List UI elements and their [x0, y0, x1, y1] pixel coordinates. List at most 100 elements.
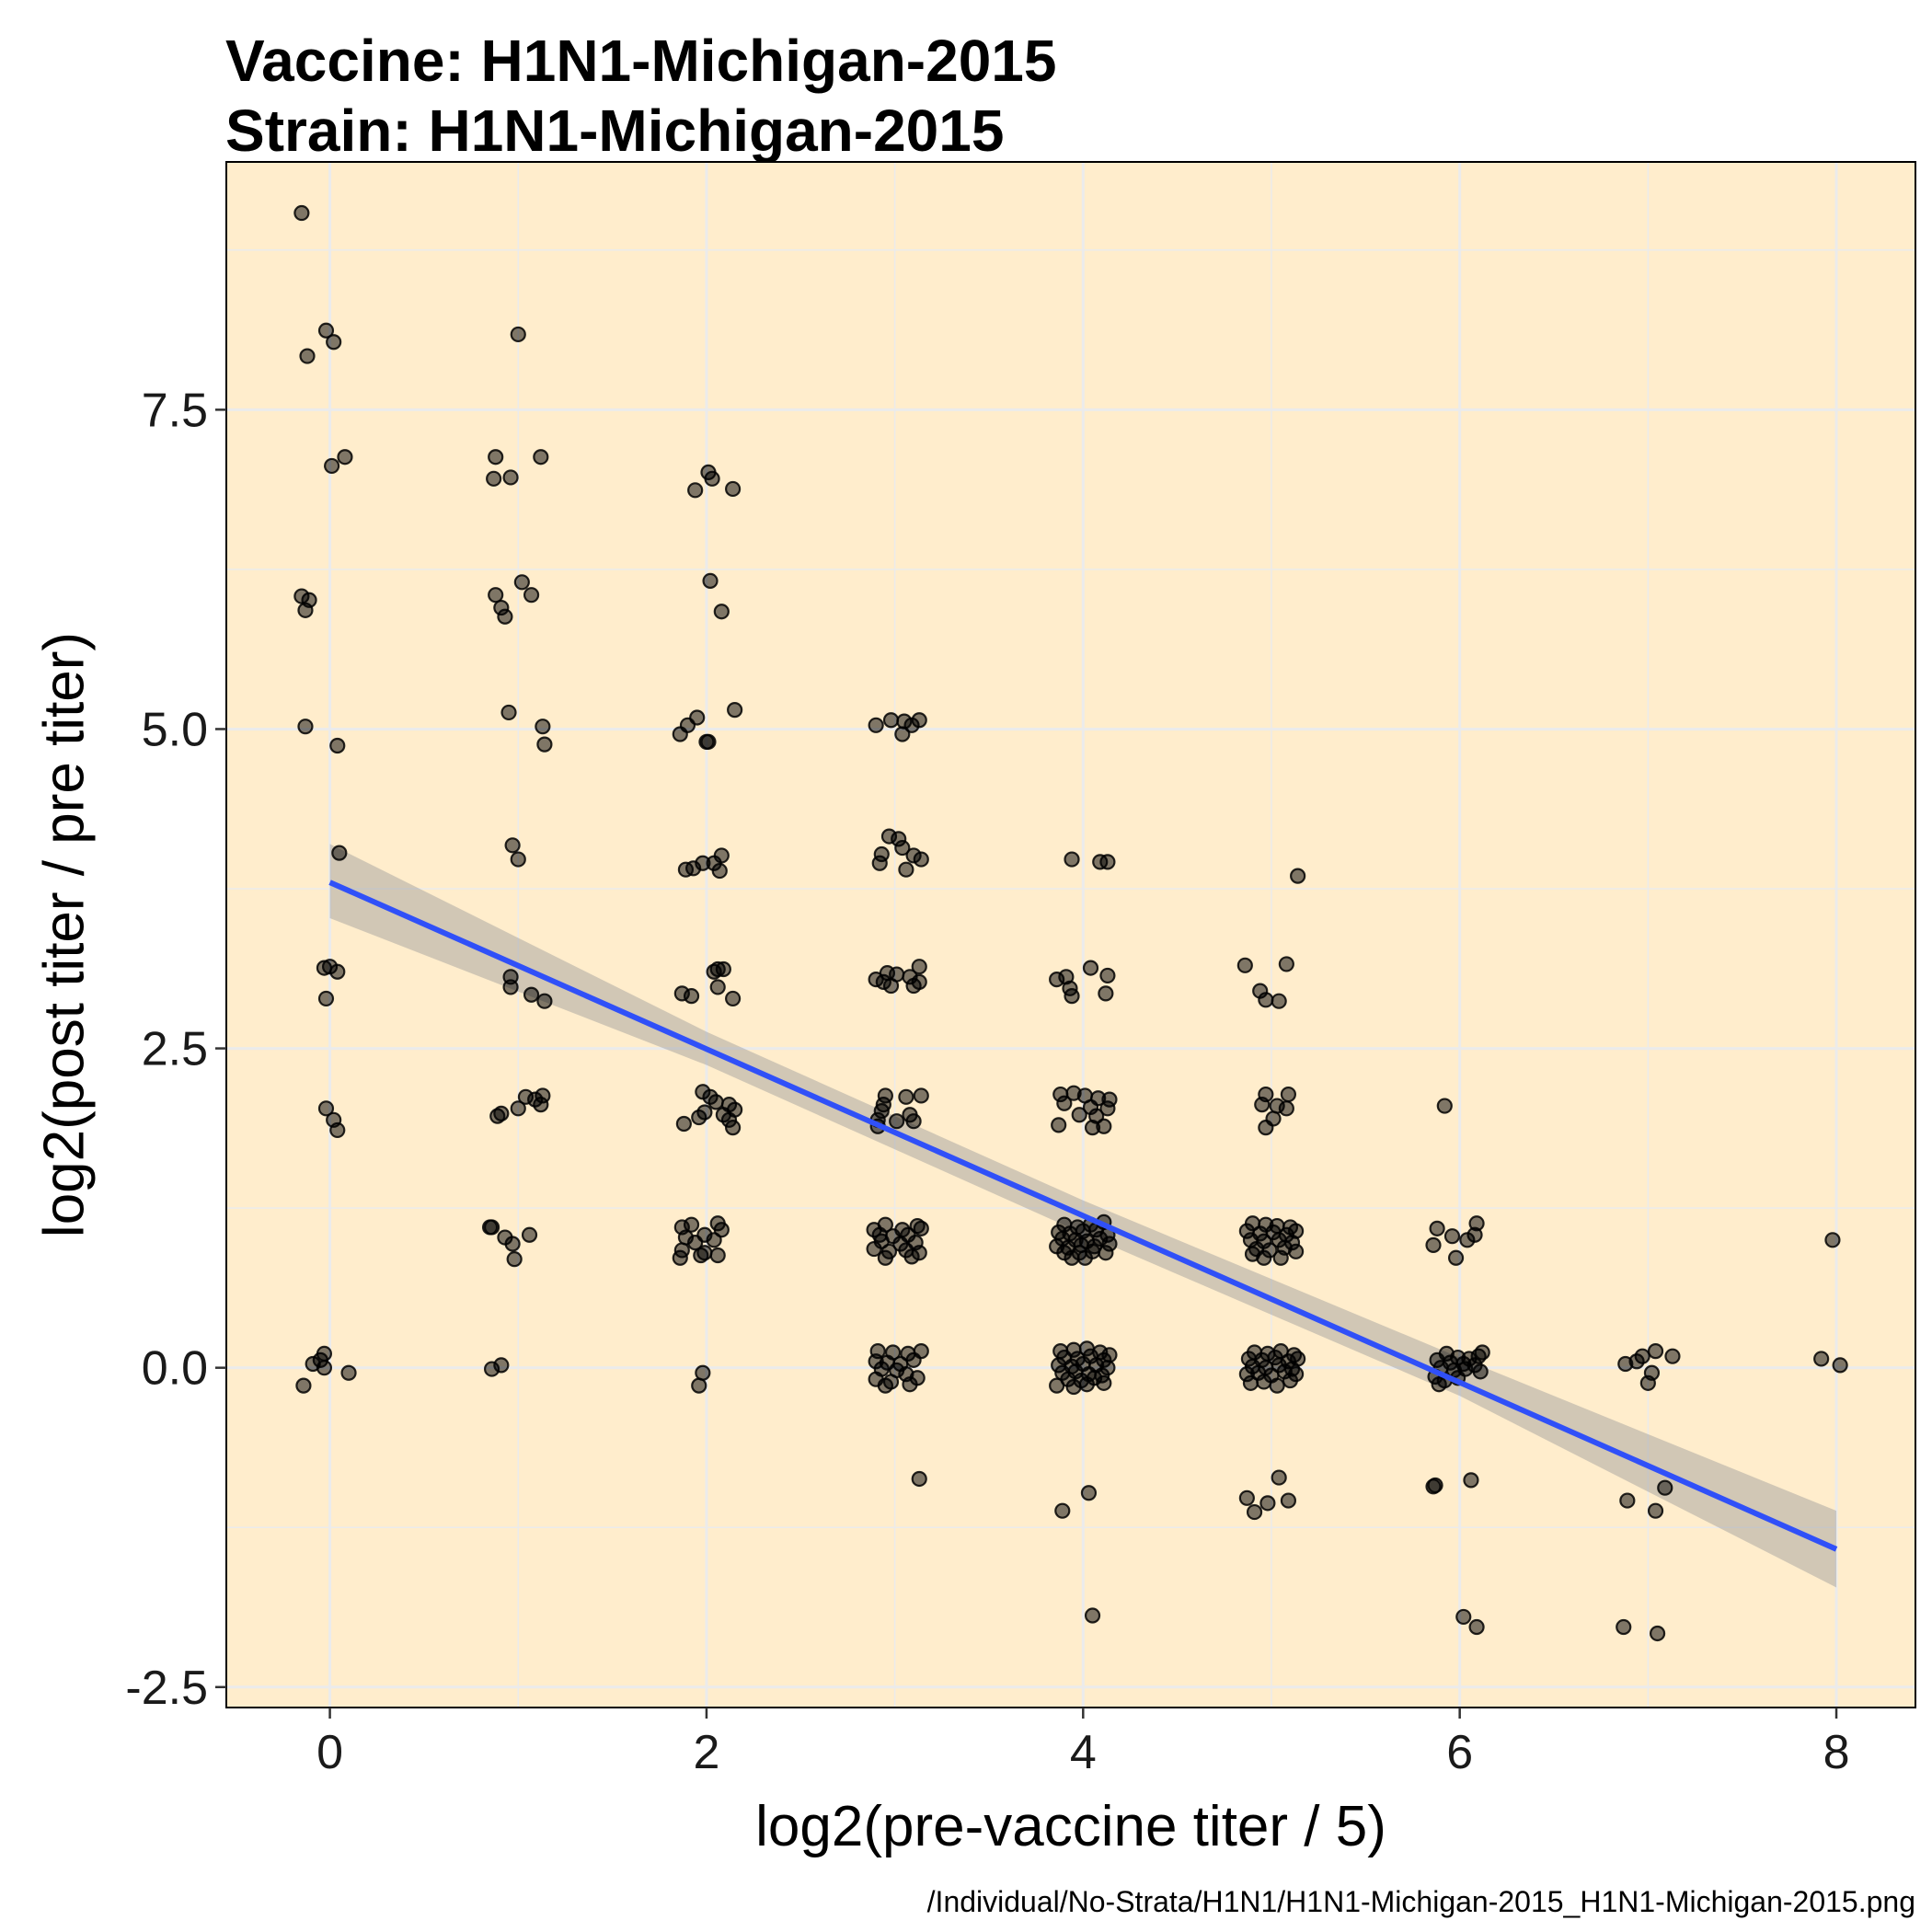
data-point — [324, 457, 340, 475]
chart-title-line-2: Strain: H1N1-Michigan-2015 — [225, 98, 1005, 164]
data-point — [510, 851, 526, 868]
x-axis: 0 2 4 6 8 — [316, 1708, 1849, 1779]
data-point — [506, 1251, 523, 1268]
data-point — [340, 1364, 357, 1381]
data-point — [687, 1235, 704, 1251]
data-point — [317, 990, 335, 1007]
data-point — [1096, 1374, 1112, 1391]
data-point — [1065, 1378, 1082, 1396]
plot-panel — [226, 162, 1915, 1708]
data-point — [1639, 1374, 1656, 1391]
data-point — [709, 1247, 726, 1264]
x-tick-label: 8 — [1823, 1726, 1850, 1779]
plot-panel-border — [225, 161, 1916, 1708]
data-point — [713, 604, 730, 620]
data-point — [677, 861, 695, 878]
data-point — [489, 1108, 506, 1124]
data-point — [1269, 1377, 1285, 1394]
x-tick-label: 6 — [1446, 1726, 1473, 1779]
data-point — [1271, 993, 1287, 1009]
fit-line — [328, 880, 1838, 1552]
data-point — [521, 1226, 538, 1243]
data-point — [486, 470, 502, 487]
data-point — [704, 470, 720, 487]
data-point — [326, 334, 342, 351]
data-point — [693, 1247, 709, 1264]
data-point — [1278, 956, 1294, 972]
data-point — [1056, 1095, 1073, 1111]
data-point — [1256, 1249, 1272, 1266]
data-point — [1634, 1348, 1650, 1364]
data-point — [1084, 1607, 1101, 1624]
data-point — [913, 851, 929, 868]
data-point — [894, 726, 911, 742]
data-point — [911, 959, 927, 975]
data-point — [724, 480, 742, 498]
data-point — [1813, 1351, 1830, 1367]
data-point — [1272, 1249, 1289, 1266]
data-point — [882, 712, 900, 729]
data-point — [1242, 1374, 1259, 1391]
fit-line-group — [328, 880, 1838, 1552]
data-point — [1616, 1618, 1632, 1636]
data-point — [691, 1377, 707, 1394]
data-point — [1647, 1502, 1664, 1519]
data-point — [905, 1113, 922, 1130]
data-point — [1472, 1363, 1489, 1380]
data-point — [1254, 1097, 1271, 1113]
data-point — [724, 990, 742, 1007]
data-point — [1287, 1243, 1305, 1259]
data-point — [913, 1087, 929, 1104]
data-point — [707, 1094, 724, 1110]
data-point — [1064, 851, 1080, 868]
data-point — [331, 845, 348, 861]
data-point — [497, 608, 513, 625]
data-point — [297, 719, 314, 735]
data-point — [1064, 1249, 1080, 1266]
y-tick-label: 0.0 — [142, 1342, 208, 1396]
data-point — [329, 1121, 346, 1139]
data-point — [504, 837, 521, 854]
data-point — [533, 449, 549, 466]
data-point — [711, 862, 728, 880]
data-point — [882, 977, 900, 995]
data-point — [488, 587, 504, 604]
data-point — [1425, 1236, 1442, 1253]
data-point — [1278, 1100, 1294, 1117]
data-point — [1468, 1215, 1485, 1232]
data-point — [706, 963, 722, 980]
data-point — [1468, 1618, 1485, 1636]
data-point — [1099, 854, 1116, 870]
data-point — [484, 1219, 500, 1236]
data-point — [329, 963, 346, 980]
data-point — [877, 1377, 893, 1394]
data-point — [1282, 1372, 1299, 1389]
y-axis-title: log2(post titer / pre titer) — [32, 632, 96, 1237]
data-point — [488, 449, 504, 466]
data-point — [866, 1240, 882, 1258]
data-point — [1290, 868, 1306, 884]
data-point — [513, 574, 530, 591]
data-point — [1824, 1232, 1841, 1248]
data-point — [1082, 960, 1099, 976]
data-point — [905, 977, 922, 995]
data-point — [1436, 1098, 1453, 1114]
data-point — [536, 736, 553, 753]
data-point — [1064, 988, 1080, 1005]
data-point — [1078, 1376, 1095, 1393]
data-point — [317, 322, 335, 339]
data-point — [297, 602, 314, 618]
data-point — [903, 1248, 920, 1265]
data-point — [691, 1109, 707, 1126]
data-point — [523, 587, 540, 604]
data-point — [672, 726, 688, 742]
data-point — [727, 702, 743, 719]
data-point — [329, 737, 346, 754]
data-point — [1098, 1245, 1114, 1261]
x-tick-label: 4 — [1070, 1726, 1097, 1779]
data-point — [1425, 1478, 1442, 1495]
data-point — [535, 719, 551, 735]
y-tick-label: -2.5 — [125, 1662, 208, 1715]
data-point — [911, 1470, 927, 1488]
